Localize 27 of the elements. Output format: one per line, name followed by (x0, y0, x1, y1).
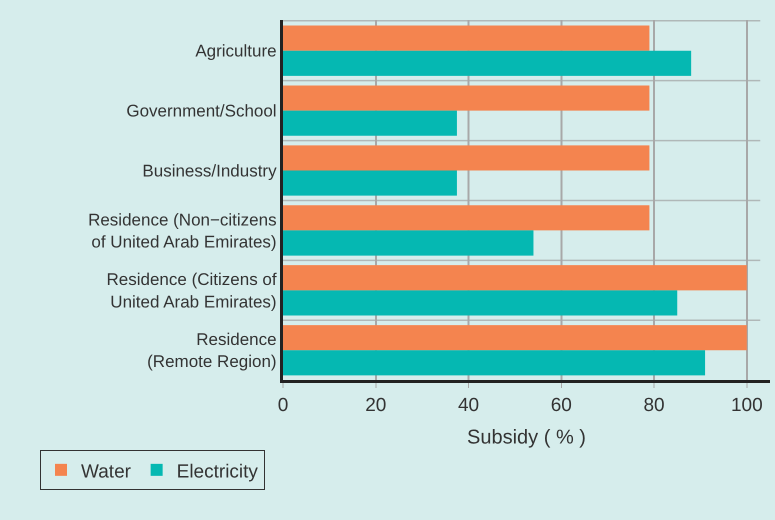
x-tick-label: 60 (550, 395, 572, 416)
legend-label: Electricity (176, 461, 258, 482)
bar (283, 290, 678, 316)
bar (283, 265, 747, 290)
y-tick-label: Business/Industry (142, 161, 278, 180)
bar (283, 50, 692, 76)
legend-label: Water (81, 461, 132, 482)
y-tick-label: Residence (Remote Region) (147, 330, 277, 372)
bar (283, 110, 457, 136)
x-tick-label: 80 (643, 395, 665, 416)
bar (283, 205, 650, 230)
bar (283, 85, 650, 111)
x-tick-label: 0 (278, 395, 288, 416)
bar (283, 145, 650, 171)
y-tick-label: Agriculture (195, 42, 277, 61)
bar (283, 325, 747, 350)
bar (283, 26, 650, 51)
x-tick-label: 100 (730, 395, 763, 416)
x-axis-title: Subsidy ( % ) (467, 426, 586, 448)
y-tick-label: Residence (Citizens of United Arab Emirates) (106, 270, 277, 312)
bar (283, 350, 706, 376)
x-tick-label: 20 (365, 395, 386, 416)
bar (283, 170, 457, 196)
y-tick-label: Residence (Non−citizens of United Arab Emirates) (88, 210, 277, 252)
y-tick-label: Government/School (126, 102, 277, 121)
bar (283, 230, 534, 256)
x-tick-label: 40 (458, 395, 480, 416)
